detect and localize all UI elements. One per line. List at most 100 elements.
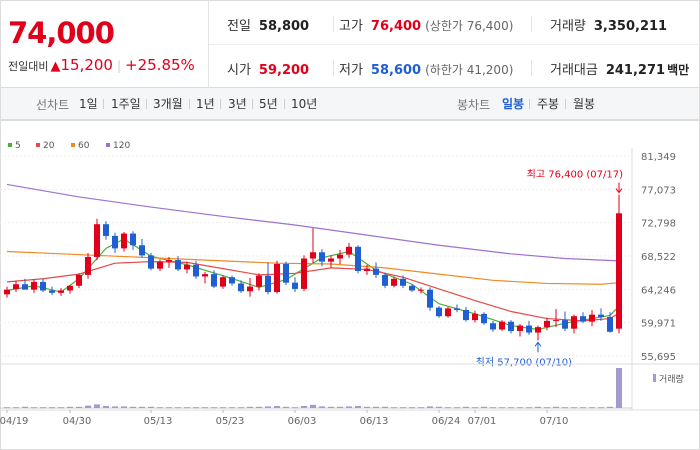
low-annotation-label: 최저 57,700 (07/10) xyxy=(476,356,572,368)
candle-body xyxy=(220,277,226,287)
y-tick-label: 59,971 xyxy=(641,319,676,330)
candle-body xyxy=(580,316,586,322)
info-divider xyxy=(531,60,532,76)
candle-body xyxy=(400,278,406,286)
tab-3-years[interactable]: 3년 xyxy=(228,97,247,111)
volume-bar xyxy=(382,406,388,408)
volume-bar xyxy=(454,407,460,409)
chart-tab-bar: 선차트 1일 1주일 3개월 1년 3년 5년 10년 봉차트 일봉 주봉 월봉 xyxy=(0,88,700,120)
candle-body xyxy=(589,314,595,322)
volume-bar xyxy=(49,407,55,409)
candle-body xyxy=(283,263,289,283)
tab-weekly[interactable]: 주봉 xyxy=(537,97,560,111)
candle-body xyxy=(337,254,343,259)
line-chart-title: 선차트 xyxy=(36,98,70,112)
volume-bar xyxy=(274,406,280,408)
volume-bar xyxy=(247,406,253,408)
volume-info: 거래량 3,350,211 xyxy=(550,19,668,34)
volume-bar xyxy=(571,407,577,409)
legend-swatch-ma20 xyxy=(36,143,40,147)
volume-bar xyxy=(544,407,550,409)
volume-legend-swatch xyxy=(653,374,656,382)
volume-bar xyxy=(4,407,10,409)
volume-bar xyxy=(589,407,595,409)
price-box: 74,000 전일대비 ▲15,200 | +25.85% xyxy=(1,1,209,87)
tab-divider xyxy=(189,99,190,109)
volume-bar xyxy=(211,407,217,409)
change-percent: +25.85% xyxy=(125,56,195,74)
volume-bar xyxy=(607,406,613,408)
tab-divider xyxy=(220,99,221,109)
tab-3-months[interactable]: 3개월 xyxy=(153,97,183,111)
volume-bar xyxy=(337,406,343,408)
info-divider xyxy=(333,60,334,76)
legend-swatch-ma5 xyxy=(8,143,12,147)
volume-bar xyxy=(364,406,370,408)
y-tick-label: 68,522 xyxy=(641,252,676,263)
candle-body xyxy=(202,274,208,277)
candle-body xyxy=(472,313,478,321)
y-tick-label: 81,349 xyxy=(641,152,676,163)
volume-bar xyxy=(301,406,307,408)
candle-body xyxy=(535,327,541,333)
y-tick-label: 72,798 xyxy=(641,219,676,230)
candle-body xyxy=(310,252,316,259)
volume-bar xyxy=(472,407,478,409)
volume-bar xyxy=(580,407,586,409)
volume-bar xyxy=(409,407,415,409)
volume-pane: 거래량 xyxy=(0,363,700,409)
tab-5-years[interactable]: 5년 xyxy=(259,97,278,111)
volume-bar xyxy=(373,406,379,408)
candle-body xyxy=(373,268,379,275)
volume-bar xyxy=(418,407,424,409)
volume-bar xyxy=(436,406,442,408)
candle-body xyxy=(103,224,109,236)
volume-bar xyxy=(355,406,361,408)
day-high: 고가 76,400 (상한가 76,400) xyxy=(339,19,514,34)
candle-body xyxy=(364,268,370,271)
x-tick-label: 06/03 xyxy=(288,416,317,427)
volume-bar xyxy=(400,407,406,409)
volume-bar xyxy=(445,407,451,409)
candle-body xyxy=(76,274,82,286)
tab-1-day[interactable]: 1일 xyxy=(79,97,98,111)
volume-bar xyxy=(175,407,181,409)
volume-bar xyxy=(22,406,28,408)
tab-1-year[interactable]: 1년 xyxy=(196,97,215,111)
x-tick-label: 05/23 xyxy=(216,416,245,427)
candle-body xyxy=(445,308,451,317)
x-axis: 04/19 04/30 05/13 05/23 06/03 06/13 06/24 07/01… xyxy=(0,409,700,427)
up-triangle-icon: ▲ xyxy=(50,59,61,74)
info-divider xyxy=(333,16,334,32)
tab-monthly[interactable]: 월봉 xyxy=(573,97,596,111)
volume-bar xyxy=(112,406,118,408)
candle-body xyxy=(85,256,91,275)
candle-body xyxy=(526,325,532,333)
volume-bar xyxy=(616,368,622,408)
x-tick-label: 07/01 xyxy=(468,416,497,427)
volume-bar xyxy=(13,407,19,409)
high-annotation-label: 최고 76,400 (07/17) xyxy=(527,169,623,181)
candle-body xyxy=(157,261,163,269)
candle-body xyxy=(112,235,118,249)
candle-body xyxy=(193,264,199,277)
tab-daily[interactable]: 일봉 xyxy=(502,97,525,111)
candle-body xyxy=(40,281,46,291)
tab-10-years[interactable]: 10년 xyxy=(291,97,318,111)
volume-bar xyxy=(58,407,64,409)
volume-bar xyxy=(202,407,208,409)
volume-bar xyxy=(562,407,568,409)
quote-summary: 74,000 전일대비 ▲15,200 | +25.85% 전일 58,800 고가 76… xyxy=(0,0,700,88)
legend-label-ma20: 20 xyxy=(43,141,55,151)
legend-label-ma60: 60 xyxy=(78,141,90,151)
tab-1-week[interactable]: 1주일 xyxy=(111,97,141,111)
candle-body xyxy=(355,246,361,271)
volume-bar xyxy=(526,407,532,409)
candle-body xyxy=(13,284,19,289)
candle-body xyxy=(454,308,460,310)
y-tick-label: 64,246 xyxy=(641,285,676,296)
volume-bar xyxy=(31,407,37,409)
volume-bar xyxy=(346,406,352,408)
volume-bar xyxy=(103,406,109,408)
candle-body xyxy=(247,286,253,292)
